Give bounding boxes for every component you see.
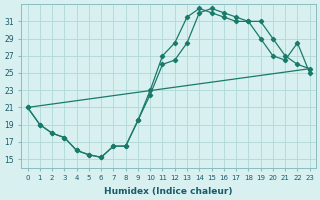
X-axis label: Humidex (Indice chaleur): Humidex (Indice chaleur) (104, 187, 233, 196)
